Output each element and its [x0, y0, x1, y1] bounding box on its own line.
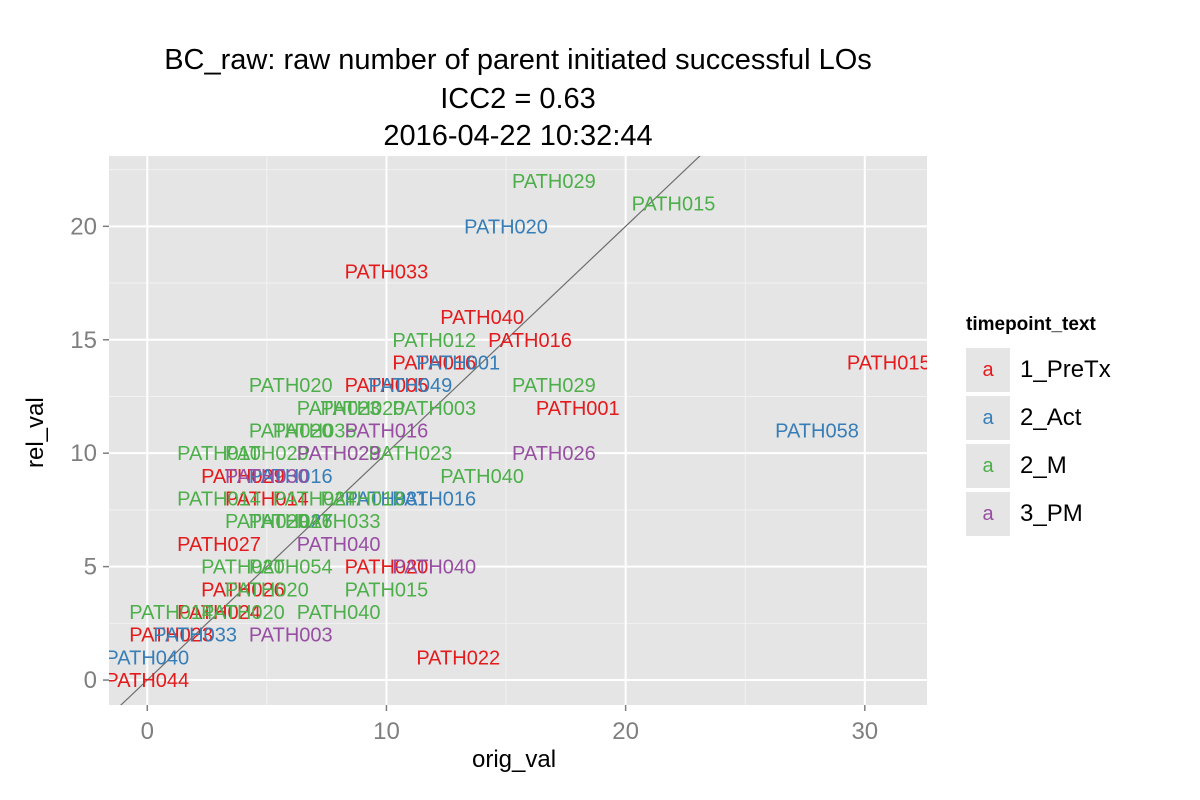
title-line-3: 2016-04-22 10:32:44 [383, 120, 653, 152]
point-label: PATH016 [392, 489, 476, 511]
y-tick-label: 20 [70, 213, 97, 240]
legend-label: 2_M [1020, 452, 1067, 479]
point-label: PATH001 [536, 398, 620, 420]
point-label: PATH030 [225, 466, 309, 488]
y-tick-label: 0 [84, 667, 97, 694]
point-labels: PATH015PATH001PATH033PATH040PATH016PATH0… [105, 171, 931, 692]
point-label: PATH020 [225, 511, 309, 533]
point-label: PATH023 [129, 625, 213, 647]
point-label: PATH016 [345, 421, 429, 443]
point-label: PATH023 [297, 398, 381, 420]
point-label: PATH049 [368, 375, 452, 397]
point-label: PATH001 [416, 352, 500, 374]
point-label: PATH026 [512, 443, 596, 465]
point-label: PATH012 [392, 330, 476, 352]
point-label: PATH015 [345, 579, 429, 601]
point-label: PATH029 [297, 443, 381, 465]
legend-key-glyph: a [966, 444, 1010, 488]
point-label: PATH058 [775, 421, 859, 443]
point-label: PATH014 [129, 602, 213, 624]
point-label: PATH023 [368, 443, 452, 465]
point-label: PATH020 [225, 579, 309, 601]
point-label: PATH010 [177, 443, 261, 465]
point-label: PATH014 [177, 489, 261, 511]
point-label: PATH003 [392, 398, 476, 420]
point-label: PATH016 [488, 330, 572, 352]
point-label: PATH029 [512, 375, 596, 397]
identity-reference-line [120, 156, 701, 705]
point-label: PATH033 [153, 625, 237, 647]
point-label: PATH020 [464, 216, 548, 238]
point-label: PATH040 [392, 557, 476, 579]
point-label: PATH033 [345, 262, 429, 284]
point-label: PATH026 [201, 579, 285, 601]
point-label: PATH005 [345, 375, 429, 397]
point-label: PATH027 [249, 511, 333, 533]
legend-key-glyph: a [966, 492, 1010, 536]
point-label: PATH040 [105, 647, 189, 669]
x-tick-label: 30 [851, 718, 878, 745]
legend-item: a 1_PreTx [966, 346, 1111, 394]
point-label: PATH022 [416, 647, 500, 669]
point-label: PATH029 [201, 466, 285, 488]
point-label: PATH020 [345, 557, 429, 579]
title-line-1: BC_raw: raw number of parent initiated s… [164, 44, 872, 76]
point-label: PATH018 [321, 489, 405, 511]
plot-panel [109, 156, 927, 705]
point-label: PATH040 [440, 466, 524, 488]
x-tick-label: 10 [373, 718, 400, 745]
legend-item: a 3_PM [966, 490, 1111, 538]
point-label: PATH040 [440, 307, 524, 329]
point-label: PATH015 [847, 352, 931, 374]
point-label: PATH016 [249, 466, 333, 488]
point-label: PATH016 [392, 352, 476, 374]
point-label: PATH040 [297, 534, 381, 556]
legend-title: timepoint_text [966, 314, 1096, 335]
point-label: PATH033 [297, 511, 381, 533]
point-label: PATH044 [105, 670, 189, 692]
legend-label: 1_PreTx [1020, 356, 1111, 383]
legend-item: a 2_Act [966, 394, 1111, 442]
x-tick-label: 20 [612, 718, 639, 745]
point-label: PATH020 [249, 421, 333, 443]
point-label: PATH023 [297, 443, 381, 465]
y-tick-label: 10 [70, 440, 97, 467]
legend: timepoint_text a 1_PreTx a 2_Act a 2_M a 3_PM [966, 314, 1111, 538]
point-label: PATH020 [321, 398, 405, 420]
point-label: PATH035 [273, 421, 357, 443]
reference-line-group [120, 156, 701, 705]
point-label: PATH024 [177, 602, 261, 624]
legend-key-glyph: a [966, 348, 1010, 392]
legend-label: 2_Act [1020, 404, 1082, 431]
point-label: PATH020 [201, 557, 285, 579]
point-label: PATH029 [512, 171, 596, 193]
point-label: PATH024 [273, 489, 357, 511]
point-label: PATH015 [632, 194, 716, 216]
legend-item: a 2_M [966, 442, 1111, 490]
y-tick-label: 5 [84, 554, 97, 581]
point-label: PATH040 [297, 602, 381, 624]
y-tick-label: 15 [70, 327, 97, 354]
x-tick-label: 0 [141, 718, 154, 745]
legend-key-glyph: a [966, 396, 1010, 440]
point-label: PATH020 [201, 602, 285, 624]
x-axis-title: orig_val [472, 746, 557, 773]
title-line-2: ICC2 = 0.63 [440, 83, 596, 115]
point-label: PATH020 [249, 375, 333, 397]
y-axis-title: rel_val [22, 397, 49, 468]
point-label: PATH016 [249, 511, 333, 533]
point-label: PATH014 [225, 489, 309, 511]
point-label: PATH003 [249, 625, 333, 647]
point-label: PATH054 [249, 557, 333, 579]
legend-label: 3_PM [1020, 500, 1083, 527]
legend-items: a 1_PreTx a 2_Act a 2_M a 3_PM [966, 346, 1111, 538]
point-label: PATH027 [177, 534, 261, 556]
point-label: PATH029 [225, 443, 309, 465]
point-label: PATH031 [345, 489, 429, 511]
